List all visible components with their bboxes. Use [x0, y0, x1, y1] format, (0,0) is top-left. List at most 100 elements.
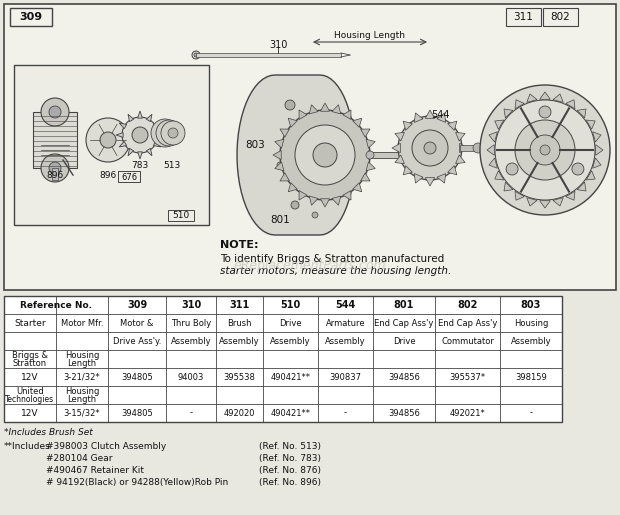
Text: 896: 896	[99, 170, 117, 180]
Circle shape	[49, 162, 61, 174]
Polygon shape	[527, 94, 537, 102]
Polygon shape	[425, 110, 435, 118]
Text: To identify Briggs & Stratton manufactured: To identify Briggs & Stratton manufactur…	[220, 254, 445, 264]
Text: (Ref. No. 876): (Ref. No. 876)	[259, 466, 321, 475]
Polygon shape	[280, 173, 290, 181]
Circle shape	[424, 142, 436, 154]
Circle shape	[291, 201, 299, 209]
Text: 311: 311	[229, 300, 250, 310]
Polygon shape	[565, 191, 575, 200]
Polygon shape	[288, 183, 298, 192]
Polygon shape	[275, 139, 284, 148]
Text: Thru Boly: Thru Boly	[171, 318, 211, 328]
Circle shape	[132, 127, 148, 143]
Circle shape	[366, 151, 374, 159]
Text: Brush: Brush	[228, 318, 252, 328]
Polygon shape	[366, 162, 375, 171]
Polygon shape	[275, 162, 284, 171]
Text: Assembly: Assembly	[325, 336, 366, 346]
Polygon shape	[515, 100, 525, 109]
Text: 394856: 394856	[388, 408, 420, 418]
Text: 803: 803	[245, 140, 265, 150]
Text: #398003 Clutch Assembly: #398003 Clutch Assembly	[46, 442, 166, 451]
Circle shape	[412, 130, 448, 166]
Circle shape	[86, 118, 130, 162]
Polygon shape	[403, 166, 412, 175]
Polygon shape	[299, 191, 307, 200]
Polygon shape	[343, 191, 351, 200]
Text: 310: 310	[181, 300, 201, 310]
Text: End Cap Ass'y: End Cap Ass'y	[374, 318, 433, 328]
Polygon shape	[309, 196, 318, 205]
Polygon shape	[392, 143, 401, 152]
Polygon shape	[437, 113, 446, 123]
Text: 309: 309	[127, 300, 147, 310]
Bar	[33, 112, 77, 168]
Polygon shape	[577, 109, 586, 118]
Circle shape	[49, 106, 61, 118]
Text: Armature: Armature	[326, 318, 365, 328]
Circle shape	[192, 51, 200, 59]
Text: NOTE:: NOTE:	[220, 240, 259, 250]
Polygon shape	[361, 129, 370, 137]
Bar	[10, 8, 52, 26]
Polygon shape	[153, 123, 161, 129]
Text: eReplacementParts.com: eReplacementParts.com	[234, 259, 386, 271]
Polygon shape	[128, 148, 134, 156]
Text: Assembly: Assembly	[219, 336, 260, 346]
Text: 510: 510	[172, 211, 190, 220]
Circle shape	[161, 121, 185, 145]
Polygon shape	[299, 110, 307, 119]
Circle shape	[122, 117, 158, 153]
Polygon shape	[459, 143, 468, 152]
Text: 544: 544	[431, 110, 450, 120]
Text: 12V: 12V	[21, 372, 38, 382]
Text: 3-15/32*: 3-15/32*	[64, 408, 100, 418]
Text: (Ref. No. 783): (Ref. No. 783)	[259, 454, 321, 463]
Polygon shape	[369, 150, 377, 160]
Text: 676: 676	[121, 173, 137, 181]
Text: 398159: 398159	[515, 372, 547, 382]
Polygon shape	[138, 111, 143, 118]
Polygon shape	[577, 182, 586, 191]
Text: Starter: Starter	[14, 318, 46, 328]
Text: 490421**: 490421**	[270, 372, 311, 382]
Bar	[4, 4, 616, 290]
Polygon shape	[361, 173, 370, 181]
Circle shape	[495, 100, 595, 200]
Text: United: United	[16, 387, 44, 397]
Circle shape	[313, 143, 337, 167]
Circle shape	[530, 135, 560, 165]
Text: 394805: 394805	[121, 408, 153, 418]
Text: 802: 802	[458, 300, 477, 310]
Text: -: -	[190, 408, 192, 418]
Polygon shape	[288, 118, 298, 127]
Polygon shape	[366, 139, 375, 148]
Text: 395537*: 395537*	[450, 372, 485, 382]
Text: Motor Mfr.: Motor Mfr.	[61, 318, 104, 328]
Text: Housing: Housing	[65, 352, 99, 360]
Polygon shape	[487, 145, 494, 156]
Polygon shape	[321, 103, 330, 111]
Text: 309: 309	[19, 12, 43, 22]
Text: Length: Length	[68, 358, 97, 368]
Circle shape	[156, 120, 182, 146]
Text: #490467 Retainer Kit: #490467 Retainer Kit	[46, 466, 144, 475]
Circle shape	[398, 116, 462, 180]
Polygon shape	[553, 198, 564, 206]
Text: 896: 896	[46, 170, 64, 180]
Text: 801: 801	[394, 300, 414, 310]
Polygon shape	[437, 174, 446, 183]
Text: 801: 801	[270, 215, 290, 225]
Bar	[168, 210, 194, 221]
Text: 3-21/32*: 3-21/32*	[64, 372, 100, 382]
Text: 492021*: 492021*	[450, 408, 485, 418]
Text: 395538: 395538	[224, 372, 255, 382]
Polygon shape	[587, 120, 595, 129]
Circle shape	[194, 53, 198, 57]
Bar	[4, 296, 562, 422]
Text: End Cap Ass'y: End Cap Ass'y	[438, 318, 497, 328]
Polygon shape	[587, 171, 595, 180]
Text: Housing Length: Housing Length	[335, 31, 405, 41]
Circle shape	[515, 120, 575, 180]
